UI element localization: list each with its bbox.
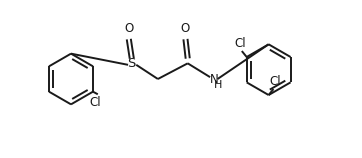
Text: Cl: Cl	[234, 36, 246, 50]
Text: Cl: Cl	[89, 96, 101, 109]
Text: H: H	[214, 80, 223, 90]
Text: Cl: Cl	[270, 75, 281, 88]
Text: O: O	[181, 22, 190, 35]
Text: S: S	[127, 57, 136, 70]
Text: O: O	[124, 22, 134, 35]
Text: N: N	[210, 73, 219, 85]
